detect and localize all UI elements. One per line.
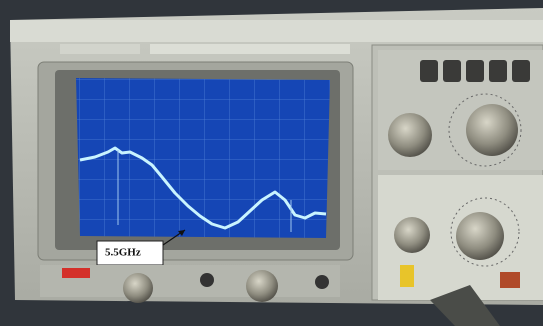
power-button	[62, 268, 90, 278]
top-trim	[10, 20, 543, 42]
model-strip	[150, 44, 350, 54]
knob	[466, 104, 518, 156]
knob	[123, 273, 153, 303]
knob	[456, 212, 504, 260]
indicator	[400, 265, 414, 287]
knob	[246, 270, 278, 302]
brand-strip	[60, 44, 140, 54]
page: {"annotation": {"label": "5.5GHz"}} html…	[0, 0, 543, 326]
scene: 5.5GHz	[0, 0, 543, 326]
annotation-label: 5.5GHz	[105, 247, 141, 259]
indicator	[500, 272, 520, 288]
screen-grid	[76, 78, 330, 238]
buttons	[420, 60, 530, 82]
knob	[200, 273, 214, 287]
body: 5.5GHz (() => { const data = JSON.parse(…	[0, 0, 543, 326]
knob	[394, 217, 430, 253]
knob	[315, 275, 329, 289]
knob	[388, 113, 432, 157]
